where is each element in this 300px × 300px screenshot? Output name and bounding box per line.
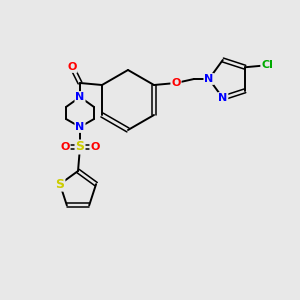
Text: Cl: Cl xyxy=(261,60,273,70)
Text: S: S xyxy=(56,178,64,190)
Text: N: N xyxy=(75,122,85,132)
Text: O: O xyxy=(171,78,181,88)
Text: N: N xyxy=(75,92,85,102)
Text: O: O xyxy=(67,62,77,72)
Text: N: N xyxy=(218,93,227,103)
Text: S: S xyxy=(76,140,85,154)
Text: O: O xyxy=(60,142,70,152)
Text: O: O xyxy=(90,142,100,152)
Text: N: N xyxy=(204,74,214,84)
